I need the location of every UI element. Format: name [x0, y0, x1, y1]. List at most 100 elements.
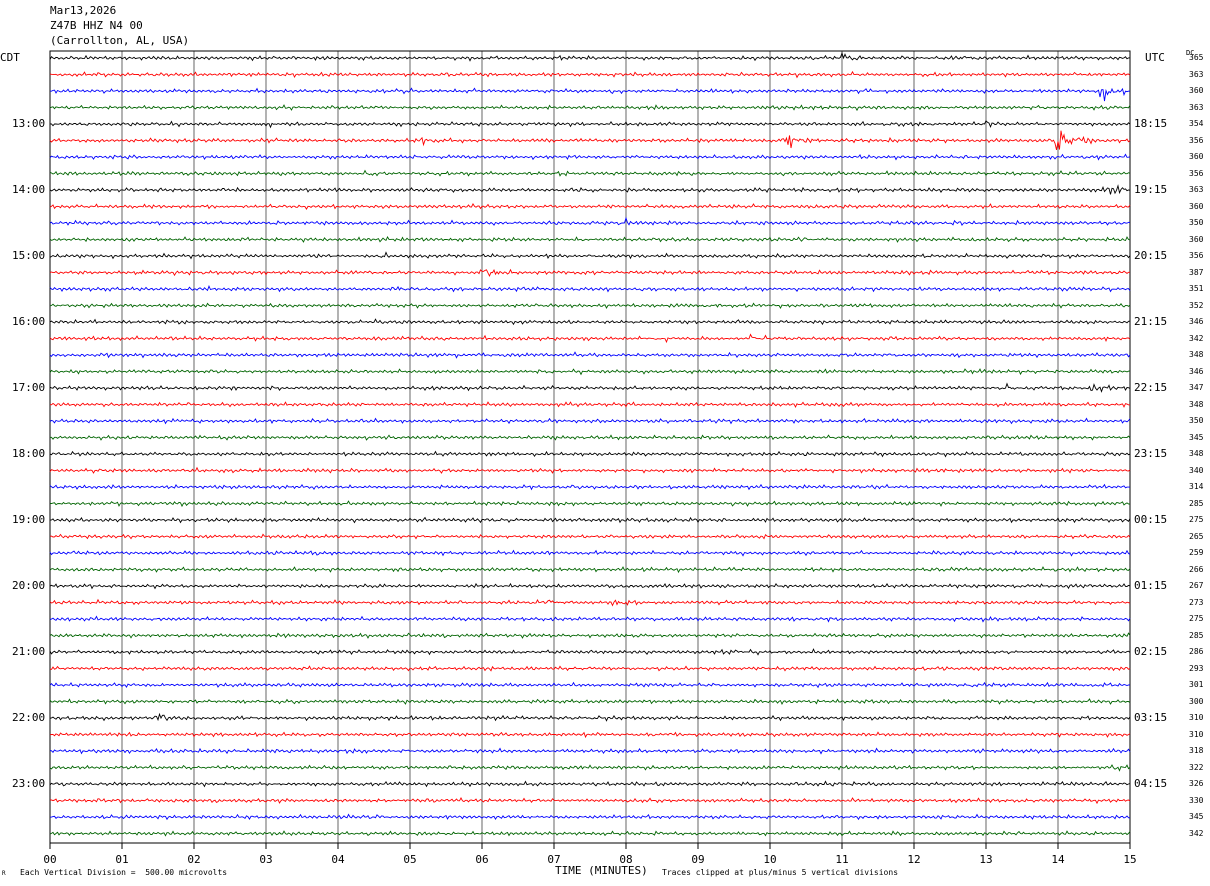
dc-offset-label: 322: [1189, 762, 1204, 772]
dc-offset-label: 350: [1189, 218, 1204, 227]
cdt-hour-label: 23:00: [12, 777, 46, 790]
plot-frame: [49, 50, 1131, 844]
dc-offset-label: 286: [1189, 647, 1204, 656]
trace-line: [49, 216, 1131, 226]
dc-offset-label: 275: [1189, 614, 1204, 623]
trace-line: [49, 87, 1131, 102]
dc-offset-label: 310: [1189, 729, 1204, 739]
dc-offset-label: 300: [1189, 696, 1204, 706]
x-tick-label: 11: [835, 853, 849, 866]
dc-offset-label: 301: [1189, 680, 1204, 689]
cdt-hour-label: 20:00: [12, 579, 46, 592]
dc-offset-label: 360: [1189, 201, 1204, 211]
x-tick-label: 10: [763, 853, 777, 866]
trace-line: [49, 747, 1131, 755]
trace-line: [49, 130, 1131, 150]
dc-offset-label: 363: [1189, 185, 1204, 194]
utc-hour-label: 22:15: [1134, 381, 1168, 394]
trace-line: [49, 417, 1131, 425]
dc-offset-label: 346: [1189, 366, 1204, 376]
trace-line: [49, 483, 1130, 491]
trace-line: [49, 516, 1131, 524]
trace-line: [50, 797, 1131, 805]
dc-offset-label: 310: [1189, 713, 1204, 722]
trace-line: [49, 500, 1131, 508]
x-axis-title: TIME (MINUTES): [555, 864, 648, 877]
dc-offset-label: 356: [1189, 135, 1204, 145]
cdt-hour-label: 13:00: [12, 117, 46, 130]
cdt-hour-label: 21:00: [12, 645, 46, 658]
dc-offset-label: 348: [1189, 399, 1204, 409]
trace-line: [49, 681, 1131, 689]
utc-hour-label: 00:15: [1134, 513, 1168, 526]
dc-offset-label: 342: [1189, 828, 1204, 838]
dc-offset-label: 265: [1189, 531, 1204, 541]
x-tick-label: 07: [547, 853, 561, 866]
cdt-hour-label: 15:00: [12, 249, 46, 262]
utc-hour-label: 02:15: [1134, 645, 1168, 658]
trace-line: [49, 648, 1131, 656]
trace-line: [49, 251, 1131, 260]
corner-mark: R: [2, 870, 6, 877]
dc-offset-label: 345: [1189, 812, 1204, 821]
cdt-hour-label: 16:00: [12, 315, 46, 328]
utc-hour-label: 01:15: [1134, 579, 1168, 592]
dc-offset-label: 342: [1189, 333, 1204, 343]
clip-note: Traces clipped at plus/minus 5 vertical …: [662, 868, 899, 877]
x-tick-label: 03: [259, 853, 273, 866]
trace-line: [49, 698, 1131, 706]
x-tick-label: 02: [187, 853, 201, 866]
trace-line: [49, 333, 1131, 344]
dc-offset-label: 348: [1189, 449, 1204, 458]
dc-offset-label: 345: [1189, 432, 1204, 442]
dc-offset-label: 259: [1189, 548, 1204, 557]
header-station: Z47B HHZ N4 00: [50, 19, 143, 32]
dc-offset-label: 363: [1189, 69, 1204, 79]
trace-line: [49, 830, 1131, 837]
utc-hour-label: 03:15: [1134, 711, 1168, 724]
dc-offset-label: 275: [1189, 515, 1204, 524]
trace-line: [49, 566, 1131, 574]
trace-line: [49, 632, 1131, 639]
trace-line: [49, 285, 1131, 293]
trace-line: [49, 813, 1131, 821]
utc-hour-label: 20:15: [1134, 249, 1168, 262]
dc-offset-label: 356: [1189, 168, 1204, 178]
trace-line: [49, 712, 1131, 722]
trace-line: [49, 318, 1131, 326]
trace-line: [49, 665, 1131, 672]
dc-offset-label: 356: [1189, 251, 1204, 260]
trace-line: [49, 184, 1131, 195]
dc-offset-label: 285: [1189, 498, 1204, 508]
x-tick-label: 09: [691, 853, 705, 866]
left-timezone-label: CDT: [0, 51, 20, 64]
dc-header-label: DC: [1186, 49, 1195, 57]
x-tick-label: 13: [979, 853, 993, 866]
dc-offset-label: 293: [1189, 663, 1204, 673]
trace-line: [49, 104, 1131, 112]
cdt-hour-label: 17:00: [12, 381, 46, 394]
dc-offset-label: 365: [1189, 53, 1204, 62]
trace-line: [49, 549, 1131, 557]
trace-line: [49, 764, 1131, 772]
dc-offset-label: 360: [1189, 152, 1204, 161]
header-location: (Carrollton, AL, USA): [50, 34, 190, 47]
dc-offset-label: 346: [1189, 317, 1204, 326]
trace-line: [49, 351, 1131, 359]
dc-offset-label: 314: [1189, 482, 1204, 491]
trace-line: [49, 302, 1131, 310]
dc-offset-label: 354: [1189, 119, 1204, 128]
dc-offset-label: 267: [1189, 581, 1204, 590]
dc-offset-label: 266: [1189, 564, 1204, 574]
dc-offset-label: 326: [1189, 779, 1204, 788]
x-tick-label: 08: [619, 853, 633, 866]
cdt-hour-label: 14:00: [12, 183, 46, 196]
trace-line: [49, 598, 1131, 607]
cdt-hour-label: 18:00: [12, 447, 46, 460]
trace-line: [49, 582, 1131, 590]
utc-hour-label: 21:15: [1134, 315, 1168, 328]
trace-line: [50, 120, 1131, 129]
dc-offset-label: 285: [1189, 630, 1204, 640]
trace-line: [50, 434, 1131, 441]
